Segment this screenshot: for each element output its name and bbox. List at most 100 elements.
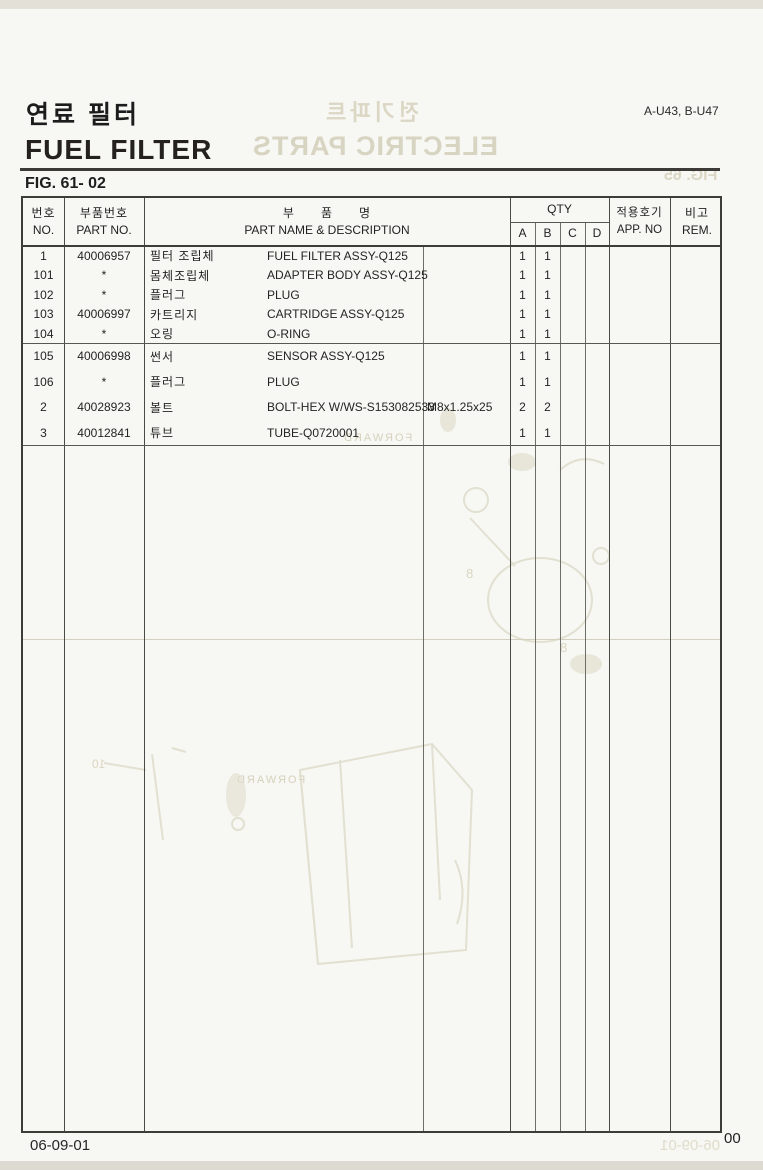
header-rule xyxy=(20,168,720,171)
cell-description: SENSOR ASSY-Q125 xyxy=(267,349,385,364)
column-header-qty-c: C xyxy=(560,222,585,245)
column-header-qty: QTY xyxy=(510,198,609,222)
cell-part-no: 40006997 xyxy=(77,307,131,322)
header-qty-label: QTY xyxy=(547,202,572,217)
grid-line xyxy=(64,198,65,1131)
cell-qty-d xyxy=(585,395,609,421)
table-row: 103 40006997 카트리지 CARTRIDGE ASSY-Q125 1 … xyxy=(23,305,720,325)
header-no-korean: 번호 xyxy=(31,205,56,220)
table-row: 102 * 플러그 PLUG 1 1 xyxy=(23,285,720,305)
table-row: 3 40012841 튜브 TUBE-Q0720001 1 1 xyxy=(23,420,720,446)
cell-qty-a: 2 xyxy=(519,400,526,415)
cell-qty-b: 1 xyxy=(544,307,551,322)
grid-line xyxy=(510,198,511,1131)
cell-description: PLUG xyxy=(267,374,300,389)
cell-description: BOLT-HEX W/WS-S153082533 xyxy=(267,400,435,415)
cell-qty-d xyxy=(585,266,609,286)
column-header-part-no: 부품번호 PART NO. xyxy=(64,198,144,246)
cell-size: M8x1.25x25 xyxy=(427,400,493,415)
cell-qty-c xyxy=(560,266,585,286)
cell-qty-c xyxy=(560,305,585,325)
grid-line xyxy=(670,198,671,1131)
cell-qty-a: 1 xyxy=(519,248,526,263)
cell-qty-b: 1 xyxy=(544,349,551,364)
cell-no: 101 xyxy=(33,268,54,283)
cell-description: ADAPTER BODY ASSY-Q125 xyxy=(267,268,428,283)
cell-qty-c xyxy=(560,246,585,266)
header-part-name-korean: 부 품 명 xyxy=(282,205,372,220)
cell-qty-d xyxy=(585,324,609,344)
cell-name-korean: 카트리지 xyxy=(150,307,199,322)
cell-part-no: 40006998 xyxy=(77,349,131,364)
header-rem-korean: 비고 xyxy=(684,205,710,220)
footer-page-number: 00 xyxy=(724,1130,741,1147)
cell-qty-d xyxy=(585,285,609,305)
cell-qty-c xyxy=(560,285,585,305)
column-header-no: 번호 NO. xyxy=(23,198,64,246)
table-row: 106 * 플러그 PLUG 1 1 xyxy=(23,369,720,395)
cell-part-no: * xyxy=(101,374,107,389)
cell-no: 104 xyxy=(33,326,54,341)
figure-label: FIG. 61- 02 xyxy=(25,175,106,192)
grid-line xyxy=(560,222,561,1131)
page-title-korean: 연료 필터 xyxy=(26,101,140,129)
header-part-no-korean: 부품번호 xyxy=(79,205,129,220)
cell-qty-d xyxy=(585,420,609,446)
cell-qty-a: 1 xyxy=(519,287,526,302)
cell-name-korean: 썬서 xyxy=(150,349,175,364)
bleedthrough-rule xyxy=(21,639,721,640)
row-group-separator xyxy=(23,445,720,446)
cell-part-no: 40028923 xyxy=(77,400,131,415)
header-part-name-english: PART NAME & DESCRIPTION xyxy=(244,223,410,237)
cell-description: O-RING xyxy=(267,326,311,341)
cell-qty-b: 1 xyxy=(544,287,551,302)
cell-qty-c xyxy=(560,395,585,421)
header-rem-english: REM. xyxy=(682,223,712,237)
page-title-english: FUEL FILTER xyxy=(25,134,213,165)
column-header-part-name: 부 품 명 PART NAME & DESCRIPTION xyxy=(144,198,510,246)
cell-qty-d xyxy=(585,369,609,395)
cell-qty-a: 1 xyxy=(519,349,526,364)
scan-edge-top xyxy=(0,0,763,9)
cell-name-korean: 오링 xyxy=(150,327,175,342)
cell-qty-c xyxy=(560,369,585,395)
grid-line xyxy=(609,198,610,1131)
cell-description: TUBE-Q0720001 xyxy=(267,425,360,440)
cell-name-korean: 필터 조립체 xyxy=(150,249,215,264)
cell-qty-d xyxy=(585,246,609,266)
cell-part-no: 40006957 xyxy=(77,248,131,263)
column-header-app-no: 적용호기 APP. NO xyxy=(609,198,670,246)
cell-part-no: * xyxy=(101,287,107,302)
column-header-rem: 비고 REM. xyxy=(670,198,724,246)
parts-table: 번호 NO. 부품번호 PART NO. 부 품 명 PART NAME & D… xyxy=(21,196,722,1133)
grid-line xyxy=(144,198,145,1131)
scan-edge-bottom xyxy=(0,1161,763,1170)
cell-qty-d xyxy=(585,344,609,370)
column-header-qty-d: D xyxy=(585,222,609,245)
cell-part-no: * xyxy=(101,326,107,341)
cell-no: 1 xyxy=(40,248,47,263)
grid-line xyxy=(423,246,424,1131)
cell-name-korean: 플러그 xyxy=(150,288,187,303)
cell-qty-a: 1 xyxy=(519,374,526,389)
model-codes: A-U43, B-U47 xyxy=(644,104,719,118)
cell-name-korean: 튜브 xyxy=(150,426,175,441)
qty-b-label: B xyxy=(543,225,552,240)
cell-qty-a: 1 xyxy=(519,326,526,341)
cell-qty-b: 1 xyxy=(544,425,551,440)
cell-no: 105 xyxy=(33,349,54,364)
table-row: 104 * 오링 O-RING 1 1 xyxy=(23,324,720,344)
cell-qty-b: 1 xyxy=(544,268,551,283)
cell-part-no: * xyxy=(101,268,107,283)
qty-c-label: C xyxy=(568,225,577,240)
cell-qty-b: 1 xyxy=(544,326,551,341)
cell-qty-b: 1 xyxy=(544,248,551,263)
cell-qty-b: 2 xyxy=(544,400,551,415)
cell-qty-c xyxy=(560,344,585,370)
cell-qty-a: 1 xyxy=(519,425,526,440)
cell-qty-a: 1 xyxy=(519,307,526,322)
cell-no: 103 xyxy=(33,307,54,322)
cell-qty-b: 1 xyxy=(544,374,551,389)
cell-qty-c xyxy=(560,324,585,344)
